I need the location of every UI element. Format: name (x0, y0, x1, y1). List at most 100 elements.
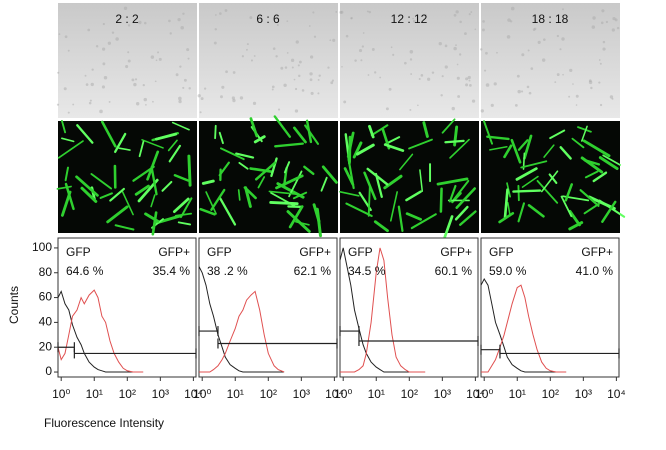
cell-texture (470, 11, 473, 13)
gfp-cell (75, 175, 99, 197)
gfp-cell (174, 212, 193, 217)
cell-texture (467, 75, 471, 80)
cell-texture (444, 44, 448, 48)
cell-texture (598, 81, 601, 84)
cell-texture (155, 59, 158, 62)
cell-texture (125, 64, 129, 69)
gfp-cell (99, 192, 113, 199)
cell-texture (313, 35, 317, 38)
gfp-cell (109, 187, 125, 202)
cell-texture (309, 78, 313, 82)
cell-texture (534, 27, 537, 30)
cell-texture (471, 99, 476, 103)
cell-texture (556, 34, 560, 38)
histogram-line (481, 284, 567, 373)
gate-name: GFP (207, 245, 232, 259)
cell-texture (609, 95, 614, 99)
gfp-cell (270, 192, 297, 208)
cell-texture (541, 58, 546, 62)
gfp-cell (548, 173, 558, 184)
cell-texture (559, 48, 562, 51)
cell-texture (465, 77, 469, 81)
cell-texture (602, 47, 606, 51)
cell-texture (297, 64, 300, 67)
cell-texture (569, 68, 573, 72)
cell-texture (572, 83, 574, 85)
gfp-cell (383, 174, 403, 190)
cell-texture (253, 55, 256, 57)
cell-texture (182, 86, 185, 89)
cell-texture (131, 78, 135, 82)
y-tick-label: 100 (32, 240, 52, 254)
gfp-cell (503, 144, 513, 159)
cell-texture (175, 73, 179, 77)
gfp-cell (368, 124, 375, 139)
gfp-cell (257, 176, 266, 189)
cell-texture (200, 97, 204, 101)
cell-texture (276, 23, 279, 26)
gfp-cell (100, 120, 117, 148)
histogram-line (57, 289, 144, 373)
gfp-cell (347, 157, 355, 190)
histogram-line (480, 277, 567, 373)
brightfield-image (58, 3, 197, 118)
gfp-cell (410, 213, 437, 230)
cell-texture (465, 83, 469, 87)
cell-texture (179, 65, 182, 68)
cell-texture (493, 82, 497, 86)
histogram-line (339, 247, 426, 373)
cell-texture (456, 76, 460, 80)
cell-texture (290, 58, 295, 63)
gfp-cell (219, 197, 237, 226)
gfp-cell (141, 139, 164, 149)
cell-texture (157, 51, 160, 54)
cell-texture (517, 89, 521, 94)
y-tick-label: 20 (39, 339, 53, 353)
gfp-cell (219, 147, 245, 161)
gfp-cell (151, 211, 158, 236)
cell-texture (246, 48, 248, 51)
gfp-cell (486, 135, 510, 141)
gfp-cell (64, 182, 75, 211)
cell-texture (177, 18, 181, 22)
cell-texture (331, 79, 334, 82)
cell-texture (506, 35, 511, 39)
cell-texture (103, 76, 108, 80)
cell-texture (335, 11, 338, 13)
cell-texture (526, 85, 530, 89)
cell-texture (521, 53, 525, 57)
gfp-cell (503, 188, 509, 220)
gfp-cell (249, 167, 274, 174)
gfp-cell (303, 165, 315, 176)
gate-label: 60.1 % (435, 264, 473, 278)
cell-texture (107, 41, 112, 45)
cell-texture (507, 18, 511, 22)
y-tick-label: 0 (45, 364, 52, 378)
gfp-cell (389, 191, 398, 222)
cell-texture (271, 85, 275, 89)
gfp-cell (173, 174, 190, 182)
cell-texture (295, 40, 299, 44)
cell-texture (293, 78, 296, 81)
cell-texture (562, 73, 564, 76)
x-tick-label: 10¹ (86, 387, 103, 401)
gfp-cell (275, 174, 304, 190)
gfp-cell (458, 210, 477, 226)
cell-texture (275, 55, 278, 58)
gfp-cell (452, 179, 470, 201)
panel-title: 2 : 2 (115, 12, 139, 26)
cell-texture (371, 48, 375, 51)
cell-texture (599, 62, 602, 65)
x-tick-label: 10¹ (368, 387, 385, 401)
y-tick-label: 60 (39, 290, 53, 304)
gfp-cell (582, 139, 611, 158)
cell-texture (72, 103, 75, 106)
cell-texture (239, 96, 244, 100)
cell-texture (183, 78, 187, 82)
cell-texture (468, 13, 471, 16)
cell-texture (468, 79, 471, 82)
cell-texture (354, 59, 357, 62)
cell-texture (350, 16, 353, 20)
brightfield-image (199, 3, 338, 118)
x-tick-label: 10⁴ (325, 387, 344, 401)
